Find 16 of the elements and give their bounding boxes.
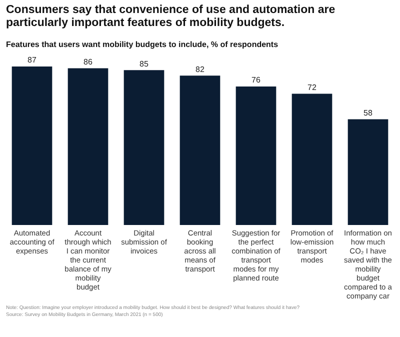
data-label: 72 [308, 83, 317, 92]
bar [348, 119, 388, 225]
data-label: 87 [28, 56, 37, 65]
data-label: 76 [252, 76, 261, 85]
data-label: 82 [196, 64, 205, 74]
bar [292, 94, 332, 225]
data-label: 85 [140, 59, 149, 68]
bar [124, 70, 164, 225]
bar [68, 68, 108, 225]
bar [236, 86, 276, 225]
bar [12, 66, 52, 225]
chart-title: Consumers say that convenience of use and automation are particularly important features of mobility budgets. [6, 4, 336, 30]
data-label: 58 [364, 108, 373, 118]
bar [180, 76, 220, 225]
data-label: 86 [84, 57, 93, 66]
chart-subtitle: Features that users want mobility budgets to include, % of respondents [6, 40, 280, 49]
